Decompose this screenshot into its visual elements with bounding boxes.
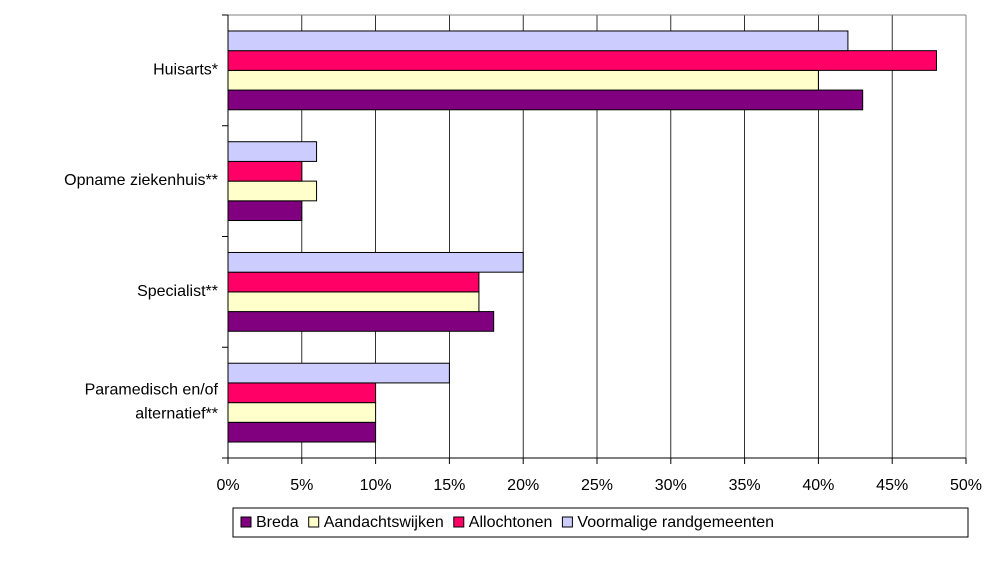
bar [227, 30, 849, 52]
legend-swatch [561, 516, 573, 528]
bar [227, 141, 318, 162]
bar [227, 402, 377, 423]
bar [227, 251, 524, 273]
legend-swatch [308, 516, 320, 528]
legend-label: Aandachtswijken [324, 514, 444, 531]
legend-label: Allochtonen [469, 514, 553, 531]
y-tick-label-line: Specialist** [137, 283, 218, 300]
bar [227, 180, 318, 202]
legend-label: Voormalige randgemeenten [577, 514, 774, 531]
legend [232, 507, 969, 538]
bar [227, 421, 377, 443]
bar [227, 50, 937, 71]
y-tick-label-line: Opname ziekenhuis** [64, 172, 218, 189]
legend-label: Breda [256, 514, 299, 531]
bar [227, 382, 377, 404]
y-tick-label-line: Paramedisch en/of [85, 382, 219, 399]
bar [227, 362, 450, 384]
y-tick-label-line: alternatief** [135, 406, 218, 423]
bar [227, 200, 303, 222]
y-tick-label-line: Huisarts* [153, 62, 218, 79]
bar [227, 311, 495, 332]
y-tick-label: Specialist** [137, 283, 218, 300]
bar [227, 69, 819, 91]
x-tick-label: 40% [802, 477, 834, 494]
x-tick-label: 30% [655, 477, 687, 494]
bar [227, 160, 303, 182]
x-tick-label: 20% [507, 477, 539, 494]
legend-swatch [453, 516, 465, 528]
y-tick-label: Huisarts* [153, 62, 218, 79]
x-tick-label: 45% [876, 477, 908, 494]
x-tick-label: 5% [290, 477, 313, 494]
legend-swatch [240, 516, 252, 528]
x-tick-label: 0% [216, 477, 239, 494]
x-tick-label: 50% [950, 477, 982, 494]
x-tick-label: 10% [360, 477, 392, 494]
y-tick-label: Opname ziekenhuis** [64, 172, 218, 189]
bar [227, 271, 480, 293]
x-tick-label: 25% [581, 477, 613, 494]
bar [227, 291, 480, 313]
x-tick-label: 35% [729, 477, 761, 494]
bar [227, 89, 864, 111]
y-tick-label: Paramedisch en/of alternatief** [85, 382, 219, 423]
x-tick-label: 15% [433, 477, 465, 494]
